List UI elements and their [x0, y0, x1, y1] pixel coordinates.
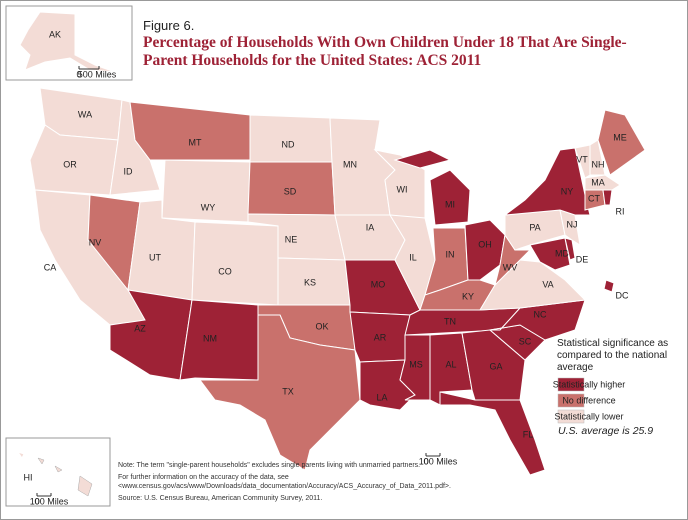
state-label: ME: [613, 132, 627, 142]
figure-label: Figure 6.: [143, 18, 195, 33]
average-note: U.S. average is 25.9: [558, 425, 654, 437]
state-label: HI: [24, 472, 33, 482]
state-label: WV: [503, 262, 518, 272]
state-label: MA: [591, 177, 605, 187]
state-label: NY: [561, 186, 574, 196]
state-label: FL: [523, 429, 534, 439]
state-label: MI: [445, 199, 455, 209]
state-label: UT: [149, 252, 161, 262]
note: Note: The term "single-parent households…: [118, 462, 421, 469]
state: [77, 475, 93, 497]
state: [503, 147, 591, 216]
state-label: AZ: [134, 323, 146, 333]
state-label: VT: [576, 154, 588, 164]
state: [191, 221, 279, 306]
state-label: NV: [89, 237, 102, 247]
state: [19, 11, 116, 73]
state-label: KS: [304, 277, 316, 287]
scale-label: 500 Miles: [78, 69, 117, 79]
state: [54, 465, 63, 473]
state-label: SC: [519, 336, 532, 346]
state: [179, 299, 259, 381]
state-label: WI: [397, 184, 408, 194]
state-label: ID: [124, 166, 134, 176]
hawaii-inset: [5, 437, 111, 507]
state: [199, 314, 361, 471]
state-label: OK: [315, 321, 328, 331]
state: [602, 189, 613, 206]
state: [564, 237, 576, 261]
legend-label: No difference: [562, 395, 615, 405]
state-label: CO: [218, 266, 232, 276]
state-label: OH: [478, 239, 492, 249]
state: [429, 169, 471, 226]
state-label: KY: [462, 291, 474, 301]
state-label: IL: [409, 252, 417, 262]
alaska-inset: [5, 5, 133, 81]
state-label: IN: [446, 249, 455, 259]
state: [161, 159, 251, 223]
note: For further information on the accuracy …: [118, 474, 451, 490]
state: [129, 101, 251, 161]
state-label: TN: [444, 316, 456, 326]
state-label: VA: [542, 279, 553, 289]
scale-zero: 0: [423, 456, 428, 466]
state-label: AL: [445, 359, 456, 369]
legend-swatch: [557, 377, 585, 392]
state-label: TX: [282, 386, 294, 396]
state-label: AK: [49, 29, 61, 39]
notes: Note: The term "single-parent households…: [118, 462, 498, 508]
state-label: DE: [576, 254, 589, 264]
state-label: MO: [371, 279, 386, 289]
state-label: MD: [555, 248, 569, 258]
state-label: ND: [282, 139, 295, 149]
state-label: NC: [534, 309, 547, 319]
state: [393, 149, 452, 169]
state-label: IA: [366, 222, 375, 232]
legend-label: Statistically higher: [553, 379, 626, 389]
state-label: WY: [201, 202, 216, 212]
state-label: WA: [78, 109, 92, 119]
state: [597, 109, 646, 176]
state-label: CT: [588, 193, 600, 203]
state-label: RI: [616, 206, 625, 216]
legend-title: Statistical significance as compared to …: [557, 338, 669, 373]
state: [16, 451, 25, 459]
state-label: MS: [409, 359, 423, 369]
legend-label: Statistically lower: [554, 411, 623, 421]
state-label: PA: [529, 222, 540, 232]
state: [37, 457, 45, 465]
legend-swatch: [557, 393, 585, 408]
state: [439, 391, 546, 476]
state: [584, 174, 621, 191]
scale-zero: 0: [34, 496, 39, 506]
state-label: AR: [374, 332, 387, 342]
state-label: MT: [189, 137, 202, 147]
state-label: CA: [44, 262, 57, 272]
state-label: NH: [592, 159, 605, 169]
state-label: LA: [376, 392, 387, 402]
state: [329, 117, 396, 216]
state-label: DC: [616, 290, 629, 300]
state-label: MN: [343, 159, 357, 169]
state: [559, 209, 581, 247]
state-label: SD: [284, 186, 297, 196]
state-label: NE: [285, 234, 298, 244]
scale-zero: 0: [76, 69, 81, 79]
title: Percentage of Households With Own Childr…: [143, 34, 627, 69]
legend-swatch: [557, 409, 585, 424]
state-label: NJ: [567, 219, 578, 229]
state: [603, 279, 615, 293]
state-label: OR: [63, 159, 77, 169]
state-label: GA: [489, 361, 502, 371]
scale-label: 100 Miles: [30, 496, 69, 506]
scale-label: 100 Miles: [419, 456, 458, 466]
state-label: NM: [203, 333, 217, 343]
state: [529, 237, 571, 271]
note: Source: U.S. Census Bureau, American Com…: [118, 495, 323, 503]
